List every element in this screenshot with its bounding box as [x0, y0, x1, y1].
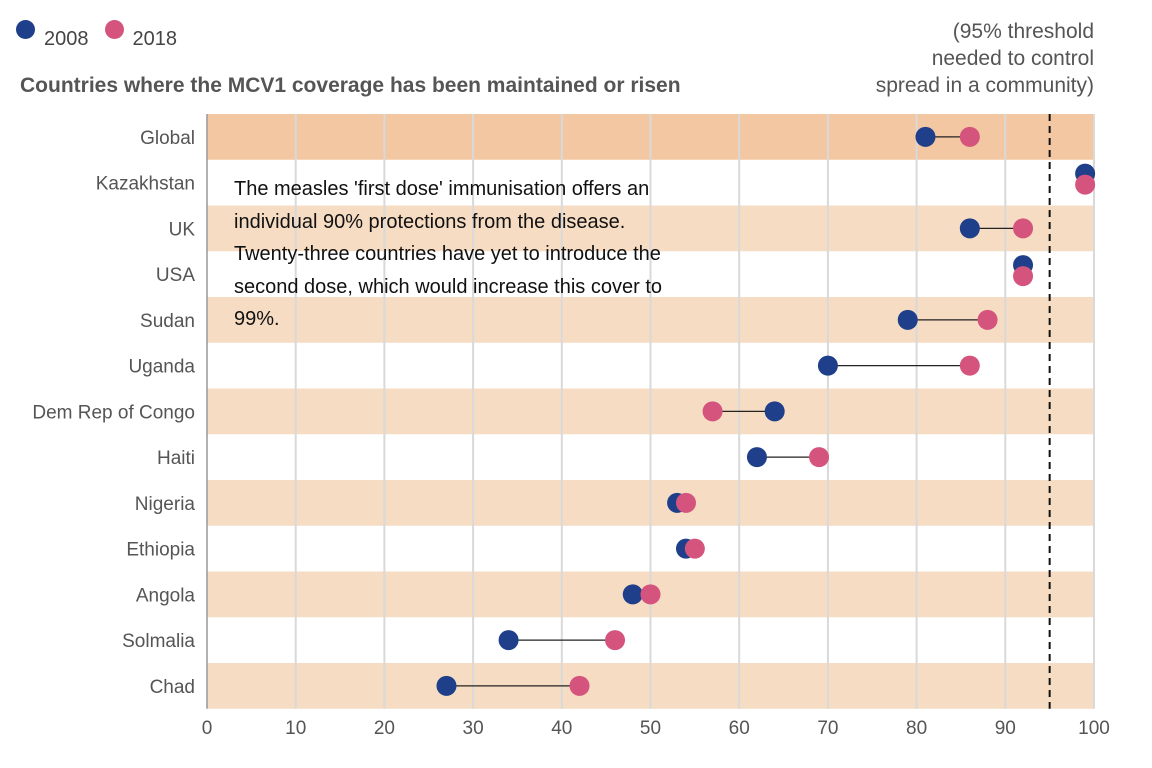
x-tick-label: 50 [640, 718, 661, 739]
point-2018 [809, 447, 830, 468]
legend-item-2018: 2018 [104, 20, 178, 50]
point-2018 [977, 309, 998, 330]
x-tick-label: 0 [202, 718, 213, 739]
point-2018 [1075, 174, 1096, 195]
point-2008 [915, 126, 936, 147]
chart-subtitle: Countries where the MCV1 coverage has be… [20, 74, 681, 97]
point-2018 [1013, 218, 1034, 239]
legend-item-2008: 2008 [16, 20, 89, 50]
legend-marker-2018 [104, 20, 124, 39]
category-label: Nigeria [135, 494, 196, 515]
category-label: USA [156, 265, 195, 286]
x-tick-label: 60 [729, 718, 750, 739]
x-tick-label: 100 [1078, 718, 1110, 739]
category-label: Kazakhstan [96, 174, 195, 195]
category-label: Sudan [140, 311, 195, 332]
point-2018 [675, 492, 696, 513]
threshold-note-line: (95% threshold [952, 20, 1094, 43]
category-label: Ethiopia [126, 540, 195, 561]
point-2018 [684, 538, 705, 559]
annotation-text: The measles 'first dose' immunisation of… [234, 178, 663, 330]
x-tick-label: 70 [817, 718, 838, 739]
point-2008 [436, 675, 457, 696]
x-tick-label: 90 [995, 718, 1016, 739]
x-tick-label: 80 [906, 718, 927, 739]
category-label: UK [169, 219, 196, 240]
category-label: Global [140, 128, 195, 149]
category-label: Uganda [128, 357, 195, 378]
point-2018 [605, 630, 626, 651]
legend-marker-2008 [16, 20, 35, 39]
x-tick-label: 30 [463, 718, 484, 739]
point-2018 [959, 126, 980, 147]
threshold-note: (95% threshold needed to control spread … [774, 18, 1094, 99]
category-label: Chad [150, 677, 195, 698]
point-2018 [569, 675, 590, 696]
point-2018 [959, 355, 980, 376]
point-2018 [1013, 266, 1034, 287]
category-label: Dem Rep of Congo [32, 402, 195, 423]
x-tick-label: 20 [374, 718, 395, 739]
point-2008 [764, 401, 785, 422]
point-2008 [746, 447, 767, 468]
threshold-note-line: needed to control [931, 47, 1094, 70]
x-tick-label: 10 [285, 718, 306, 739]
legend-label-2008: 2008 [44, 28, 89, 50]
point-2008 [959, 218, 980, 239]
point-2018 [702, 401, 723, 422]
point-2008 [622, 584, 643, 605]
threshold-note-line: spread in a community) [875, 74, 1094, 97]
point-2008 [817, 355, 838, 376]
point-2008 [498, 630, 519, 651]
category-label: Solmalia [122, 631, 195, 652]
category-label: Angola [136, 585, 196, 606]
point-2018 [640, 584, 661, 605]
legend-label-2018: 2018 [132, 28, 178, 50]
x-tick-label: 40 [551, 718, 572, 739]
legend: 2008 2018 [16, 20, 193, 50]
point-2008 [897, 309, 918, 330]
category-label: Haiti [157, 448, 195, 469]
